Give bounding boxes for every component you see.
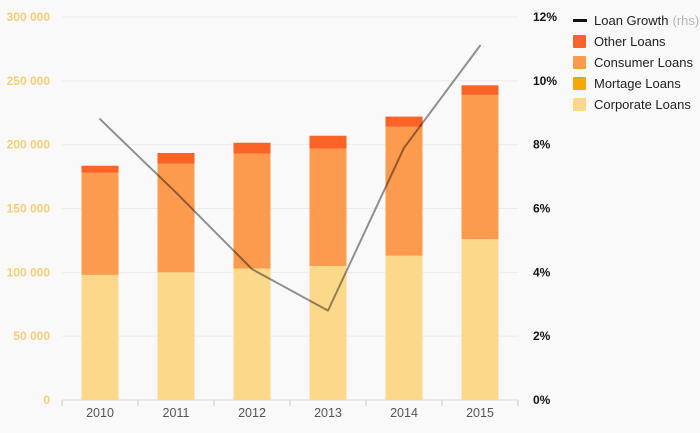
legend-item-mortage-loans: Mortage Loans: [573, 73, 699, 94]
left-axis-tick-label: 250 000: [7, 74, 51, 88]
swatch-icon: [573, 98, 586, 111]
bar-segment-other-loans-2011: [157, 152, 195, 164]
swatch-icon: [573, 56, 586, 69]
right-axis-labels: 0% 2% 4% 6% 8% 10% 12%: [533, 10, 557, 407]
legend-item-corporate-loans: Corporate Loans: [573, 94, 699, 115]
bar-segment-other-loans-2013: [309, 135, 347, 149]
swatch-icon: [573, 35, 586, 48]
bar-segment-consumer-loans-2012: [233, 153, 271, 269]
right-axis-tick-label: 6%: [533, 202, 551, 216]
legend-item-consumer-loans: Consumer Loans: [573, 52, 699, 73]
gridlines: [62, 16, 518, 337]
bar-segment-corporate-loans-2011: [157, 272, 195, 400]
bar-segment-consumer-loans-2010: [81, 172, 119, 275]
loan-growth-line: [99, 44, 481, 312]
bar-segment-corporate-loans-2010: [81, 274, 119, 400]
legend-label: Mortage Loans: [594, 76, 681, 91]
right-axis-tick-label: 0%: [533, 393, 551, 407]
swatch-icon: [573, 77, 586, 90]
right-axis-tick-label: 4%: [533, 265, 551, 279]
bar-segment-consumer-loans-2015: [461, 94, 499, 240]
x-axis-category-label: 2012: [238, 406, 266, 420]
bar-segment-consumer-loans-2014: [385, 126, 423, 256]
legend: Loan Growth (rhs) Other Loans Consumer L…: [573, 10, 699, 115]
x-axis-category-label: 2010: [86, 406, 114, 420]
right-axis-tick-label: 12%: [533, 10, 557, 24]
legend-item-loan-growth: Loan Growth (rhs): [573, 10, 699, 31]
right-axis-tick-label: 2%: [533, 329, 551, 343]
bar-segment-other-loans-2010: [81, 165, 119, 173]
bar-segment-consumer-loans-2013: [309, 148, 347, 266]
bar-segment-corporate-loans-2012: [233, 268, 271, 400]
bar-segment-corporate-loans-2014: [385, 255, 423, 400]
left-axis-tick-label: 200 000: [7, 138, 51, 152]
bar-segment-corporate-loans-2015: [461, 239, 499, 400]
left-axis-labels: 0 50 000 100 000 150 000 200 000 250 000 300 0…: [7, 10, 51, 407]
line-marker-icon: [573, 19, 587, 22]
x-axis-category-label: 2011: [163, 406, 190, 420]
x-axis-category-label: 2014: [390, 406, 418, 420]
bar-segment-other-loans-2014: [385, 116, 423, 127]
legend-item-other-loans: Other Loans: [573, 31, 699, 52]
bar-segment-other-loans-2012: [233, 142, 271, 154]
bar-segment-corporate-loans-2013: [309, 265, 347, 400]
bar-segment-consumer-loans-2011: [157, 163, 195, 273]
x-axis: [61, 399, 519, 406]
right-axis-tick-label: 8%: [533, 138, 551, 152]
left-axis-tick-label: 300 000: [7, 10, 51, 24]
left-axis-tick-label: 50 000: [13, 329, 50, 343]
legend-label: Other Loans: [594, 34, 666, 49]
left-axis-tick-label: 0: [43, 393, 50, 407]
legend-label: Corporate Loans: [594, 97, 691, 112]
x-axis-labels: 2010 2011 2012 2013 2014 2015: [86, 406, 494, 420]
x-axis-category-label: 2013: [314, 406, 342, 420]
left-axis-tick-label: 100 000: [7, 265, 51, 279]
right-axis-tick-label: 10%: [533, 74, 557, 88]
bar-segment-other-loans-2015: [461, 85, 499, 95]
legend-label: Loan Growth: [594, 13, 669, 28]
legend-label: Consumer Loans: [594, 55, 693, 70]
legend-note-rhs: (rhs): [672, 13, 700, 28]
left-axis-tick-label: 150 000: [7, 202, 51, 216]
bars: [81, 85, 499, 400]
x-axis-category-label: 2015: [466, 406, 494, 420]
